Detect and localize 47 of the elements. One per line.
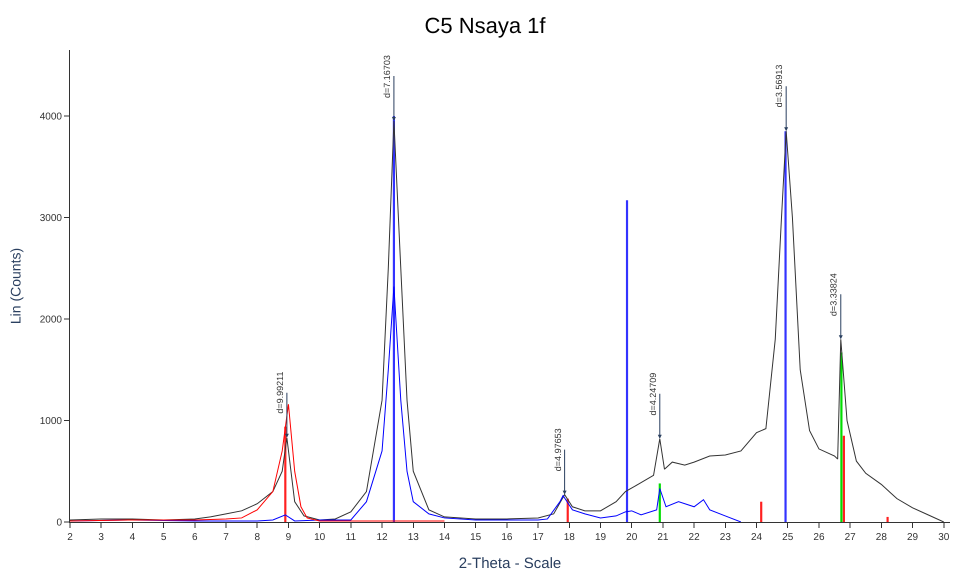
x-tick-label: 8 (254, 532, 260, 543)
chart-title: C5 Nsaya 1f (424, 12, 546, 38)
x-tick-label: 16 (501, 532, 513, 543)
y-tick-label: 2000 (40, 314, 62, 326)
x-axis-title: 2-Theta - Scale (458, 555, 562, 572)
annotation: d=9.99211 (275, 371, 286, 414)
x-tick-label: 13 (408, 532, 420, 543)
x-tick-label: 7 (223, 532, 230, 543)
annotation: d=4.24709 (648, 372, 658, 416)
x-tick-label: 27 (844, 532, 856, 543)
x-tick-label: 28 (876, 532, 888, 543)
annotation: d=3.56913 (774, 64, 784, 108)
x-tick-label: 6 (192, 532, 198, 543)
x-tick-label: 4 (130, 532, 136, 543)
y-tick-label: 3000 (40, 212, 62, 224)
x-tick-label: 30 (938, 532, 950, 543)
x-tick-label: 25 (782, 532, 794, 543)
x-tick-label: 22 (688, 532, 700, 543)
y-tick-label: 0 (56, 518, 62, 528)
bar (842, 436, 845, 522)
x-tick-label: 11 (346, 532, 356, 543)
x-tick-label: 24 (750, 532, 763, 543)
x-tick-label: 21 (657, 532, 669, 543)
bar (886, 516, 889, 522)
x-tick-label: 12 (376, 532, 388, 543)
y-tick-label: 4000 (40, 111, 62, 122)
y-axis-title: Lin (Counts) (7, 248, 24, 324)
x-tick-label: 9 (286, 532, 292, 543)
x-tick-label: 18 (564, 532, 576, 543)
x-tick-label: 23 (720, 532, 732, 543)
x-tick-label: 15 (470, 532, 482, 543)
bar (626, 200, 628, 522)
annotation: d=7.16703 (382, 55, 392, 98)
bar (760, 502, 762, 522)
x-tick-label: 19 (594, 532, 606, 543)
x-tick-label: 10 (314, 532, 326, 543)
x-tick-label: 2 (67, 532, 74, 543)
x-tick-label: 20 (626, 532, 638, 543)
x-tick-label: 14 (438, 532, 450, 543)
x-tick-label: 29 (906, 532, 919, 543)
x-tick-label: 26 (813, 532, 825, 543)
annotation: d=3.33824 (828, 273, 838, 316)
annotation: d=4.97653 (553, 428, 564, 472)
x-tick-label: 3 (98, 532, 104, 543)
y-tick-label: 1000 (40, 416, 62, 427)
x-tick-label: 5 (160, 532, 167, 543)
x-tick-label: 17 (532, 532, 544, 543)
